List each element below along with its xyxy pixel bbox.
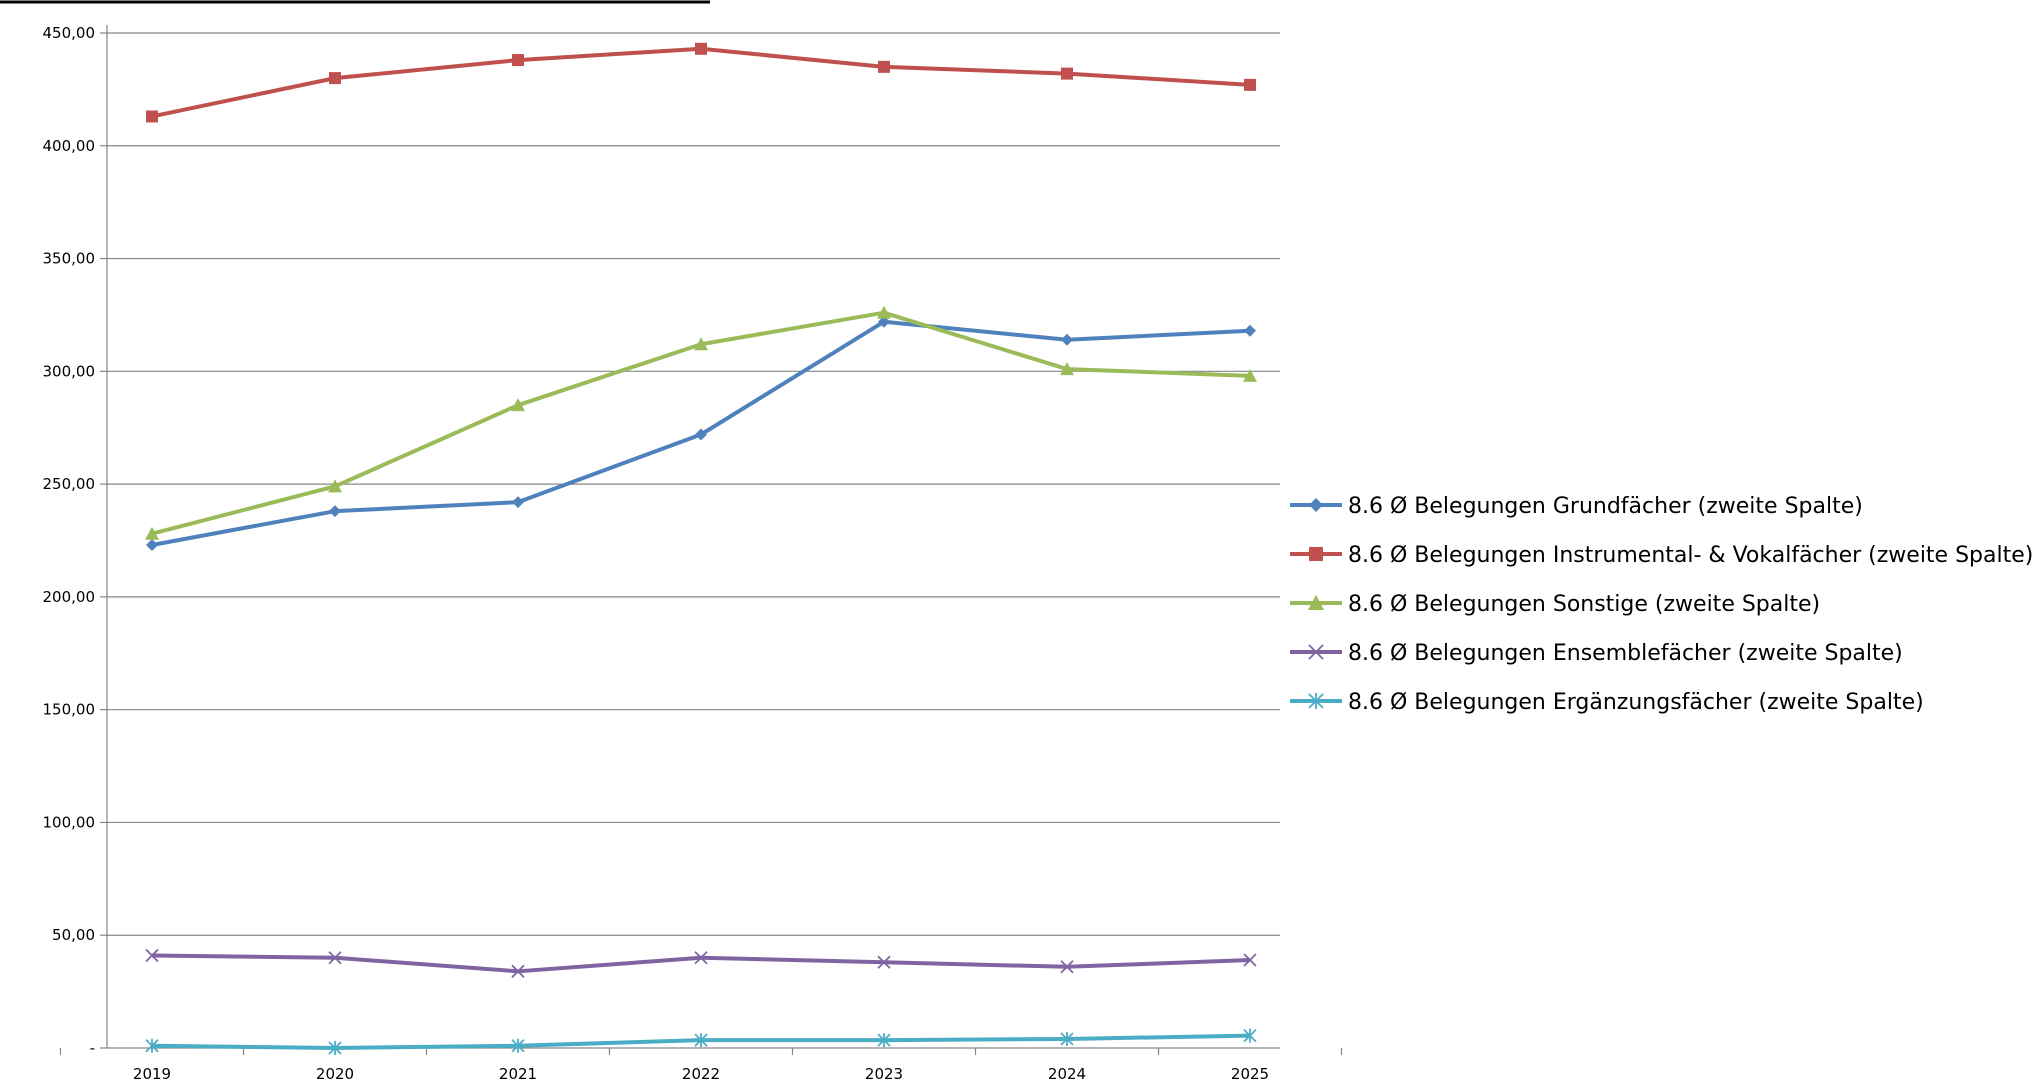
- x-tick-label: 2022: [682, 1065, 720, 1080]
- x-marker: [328, 951, 342, 965]
- triangle-marker: [877, 305, 891, 319]
- legend-label: 8.6 Ø Belegungen Grundfächer (zweite Spa…: [1348, 494, 1863, 519]
- x-marker: [1308, 644, 1324, 660]
- x-marker: [694, 951, 708, 965]
- star-marker: [145, 1038, 159, 1053]
- star-marker: [694, 1033, 708, 1048]
- square-marker: [512, 54, 524, 67]
- diamond-marker: [512, 496, 524, 509]
- triangle-marker: [1308, 595, 1324, 610]
- legend-item: 8.6 Ø Belegungen Grundfächer (zweite Spa…: [1290, 494, 1863, 519]
- star-marker: [328, 1041, 342, 1055]
- square-marker: [1061, 67, 1073, 80]
- x-tick-label: 2025: [1231, 1065, 1269, 1080]
- diamond-marker: [878, 315, 890, 328]
- x-tick-label: 2024: [1048, 1065, 1086, 1080]
- x-marker: [1060, 960, 1074, 974]
- legend: 8.6 Ø Belegungen Grundfächer (zweite Spa…: [1290, 494, 2033, 715]
- y-tick-label: 50,00: [52, 926, 95, 944]
- y-tick-label: 400,00: [43, 137, 96, 155]
- legend-item: 8.6 Ø Belegungen Sonstige (zweite Spalte…: [1290, 592, 1820, 617]
- legend-label: 8.6 Ø Belegungen Instrumental- & Vokalfä…: [1348, 543, 2033, 568]
- square-marker: [695, 42, 707, 55]
- triangle-marker: [694, 337, 708, 351]
- legend-item: 8.6 Ø Belegungen Ensemblefächer (zweite …: [1290, 641, 1903, 666]
- y-tick-label: 150,00: [43, 701, 96, 719]
- y-tick-label: 100,00: [43, 813, 96, 831]
- gridlines: [107, 32, 1280, 936]
- square-marker: [878, 60, 890, 73]
- x-tick-label: 2023: [865, 1065, 903, 1080]
- x-tick-label: 2021: [499, 1065, 537, 1080]
- square-marker: [329, 72, 341, 85]
- diamond-marker: [329, 505, 341, 518]
- y-tick-label: 300,00: [43, 362, 96, 380]
- x-tick-label: 2019: [133, 1065, 171, 1080]
- legend-label: 8.6 Ø Belegungen Ergänzungsfächer (zweit…: [1348, 690, 1924, 715]
- star-marker: [1308, 693, 1324, 709]
- y-tick-label: 350,00: [43, 250, 96, 268]
- star-marker: [511, 1038, 525, 1053]
- legend-item: 8.6 Ø Belegungen Ergänzungsfächer (zweit…: [1290, 690, 1924, 715]
- triangle-marker: [145, 526, 159, 540]
- star-marker: [877, 1033, 891, 1048]
- diamond-marker: [695, 428, 707, 441]
- triangle-marker: [511, 398, 525, 412]
- star-marker: [1243, 1028, 1257, 1043]
- square-marker: [1309, 547, 1323, 561]
- diamond-marker: [1244, 324, 1256, 337]
- y-tick-label: 450,00: [43, 24, 96, 42]
- series-2: [146, 42, 1256, 123]
- x-marker: [1243, 953, 1257, 967]
- square-marker: [1244, 78, 1256, 91]
- axes: - 50,00 100,00 150,00 200,00 250,00 300,00 350,…: [43, 24, 1343, 1080]
- series-line: [151, 46, 1251, 119]
- triangle-marker: [328, 479, 342, 493]
- diamond-marker: [1309, 498, 1323, 512]
- star-marker: [1060, 1031, 1074, 1046]
- x-marker: [145, 948, 159, 963]
- x-marker: [511, 964, 525, 978]
- legend-item: 8.6 Ø Belegungen Instrumental- & Vokalfä…: [1290, 543, 2033, 568]
- series-3: [145, 305, 1257, 540]
- y-tick-label: 250,00: [43, 475, 96, 493]
- x-marker: [877, 955, 891, 969]
- series-4: [145, 948, 1257, 978]
- series-lines: [145, 42, 1257, 1055]
- series-5: [145, 1028, 1257, 1055]
- triangle-marker: [1243, 368, 1257, 382]
- y-tick-label: -: [90, 1039, 95, 1057]
- triangle-marker: [1060, 362, 1074, 376]
- series-1: [146, 315, 1256, 552]
- legend-label: 8.6 Ø Belegungen Ensemblefächer (zweite …: [1348, 641, 1903, 666]
- diamond-marker: [146, 539, 158, 552]
- x-tick-label: 2020: [316, 1065, 354, 1080]
- legend-label: 8.6 Ø Belegungen Sonstige (zweite Spalte…: [1348, 592, 1820, 617]
- diamond-marker: [1061, 333, 1073, 346]
- y-tick-label: 200,00: [43, 588, 96, 606]
- square-marker: [146, 110, 158, 123]
